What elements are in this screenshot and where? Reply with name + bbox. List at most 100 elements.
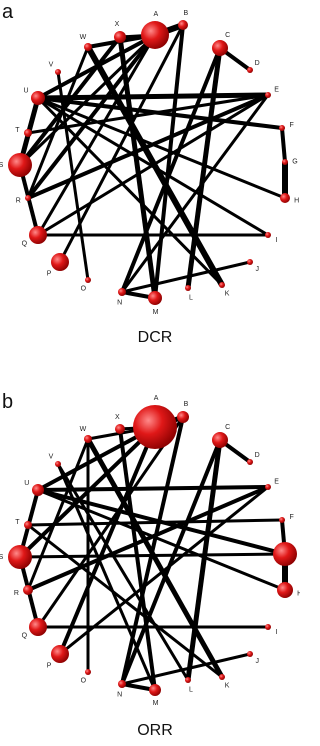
node: [84, 435, 92, 443]
node-label: E: [274, 479, 279, 486]
node-label: A: [154, 395, 159, 402]
node-label: G: [292, 159, 297, 166]
caption: ORR: [137, 722, 173, 739]
node-label: L: [189, 686, 193, 693]
node: [115, 424, 125, 434]
node: [178, 20, 188, 30]
node-label: O: [81, 678, 87, 685]
edge: [19, 552, 286, 559]
node-label: J: [255, 266, 259, 273]
node-label: C: [225, 424, 230, 431]
node-label: I: [276, 629, 278, 636]
node: [29, 618, 47, 636]
panel-label: a: [2, 1, 14, 23]
edge: [18, 35, 122, 167]
node-label: N: [117, 692, 122, 699]
node: [219, 282, 225, 288]
node: [85, 277, 91, 283]
node: [247, 67, 253, 73]
node: [24, 521, 32, 529]
node: [51, 645, 69, 663]
node-label: B: [184, 401, 189, 408]
edge: [36, 34, 157, 236]
node-label: K: [225, 290, 230, 297]
node-label: F: [289, 122, 293, 129]
edge: [26, 438, 90, 591]
node-label: W: [80, 34, 87, 41]
node-label: T: [15, 519, 20, 526]
node: [185, 677, 191, 683]
node-label: T: [15, 127, 20, 134]
figure: a DCR b ORR A B C D E F G H I J K L M N O P Q R S T U V W X A B C…: [0, 1, 300, 739]
edge: [120, 94, 270, 293]
edge: [121, 260, 251, 294]
node-label: D: [255, 60, 260, 67]
node-label: M: [153, 309, 159, 316]
node: [29, 226, 47, 244]
node: [55, 69, 61, 75]
node-label: H: [297, 590, 300, 597]
node: [247, 459, 253, 465]
edge: [120, 47, 222, 293]
edge: [37, 93, 269, 237]
node: [265, 624, 271, 630]
node-label: R: [16, 197, 21, 204]
node-label: Q: [22, 632, 28, 639]
node: [85, 669, 91, 675]
node: [177, 411, 189, 423]
node: [114, 31, 126, 43]
node-label: P: [47, 663, 52, 670]
edge: [27, 93, 269, 200]
node: [55, 461, 61, 467]
node: [24, 129, 32, 137]
edge: [153, 24, 185, 299]
node-label: O: [81, 286, 87, 293]
edge: [27, 518, 283, 527]
node: [185, 285, 191, 291]
node-label: V: [49, 62, 54, 69]
node: [8, 153, 32, 177]
node-label: N: [117, 300, 122, 307]
caption: DCR: [138, 329, 173, 346]
node: [133, 405, 177, 449]
node: [279, 517, 285, 523]
edge: [120, 439, 222, 685]
edge: [56, 463, 190, 681]
panel-label: b: [2, 391, 13, 413]
node-label: S: [0, 554, 4, 561]
node-label: I: [276, 237, 278, 244]
edge: [58, 426, 157, 655]
edge: [26, 46, 90, 199]
node-label: Q: [22, 240, 28, 247]
node-label: B: [183, 10, 188, 17]
edge: [37, 96, 286, 200]
edge: [18, 33, 157, 167]
node-label: V: [49, 454, 54, 461]
node-label: K: [225, 682, 230, 689]
node-label: P: [47, 271, 52, 278]
edge: [37, 92, 269, 101]
node-label: E: [274, 87, 279, 94]
node: [247, 259, 253, 265]
edge: [37, 488, 286, 592]
node-label: R: [14, 590, 19, 597]
edge: [36, 96, 224, 287]
node: [247, 651, 253, 657]
node: [282, 159, 288, 165]
edge: [26, 33, 157, 200]
node: [31, 91, 45, 105]
edge: [56, 463, 157, 691]
node: [212, 432, 228, 448]
edge: [118, 428, 157, 691]
edge: [85, 437, 225, 679]
node: [118, 288, 126, 296]
node: [265, 232, 271, 238]
node: [148, 291, 162, 305]
node-label: X: [115, 414, 120, 421]
edge: [185, 439, 223, 681]
node: [277, 582, 293, 598]
node: [84, 43, 92, 51]
node-label: D: [255, 452, 260, 459]
node-label: J: [255, 658, 259, 665]
